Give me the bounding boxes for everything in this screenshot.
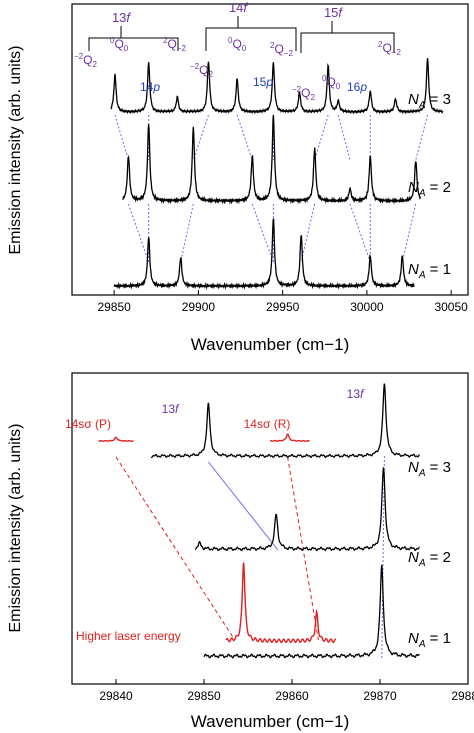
bracket-14f <box>205 16 297 51</box>
guide-line-8 <box>415 114 429 161</box>
bottom-label-na1: NA = 1 <box>408 630 451 650</box>
top-label-na2: NA = 2 <box>408 179 451 199</box>
guide-line-17 <box>401 203 417 263</box>
assignment-labels: −2Q2 0Q0 2Q−2 −2Q2 0Q0 2Q−2 −2Q2 0Q0 2Q−… <box>74 36 401 102</box>
trace-n-a-2 <box>194 466 420 552</box>
label-15p: 15p <box>253 75 273 89</box>
label-16p: 16p <box>347 80 367 94</box>
bottom-y-axis-label: Emission intensity (arb. units) <box>7 424 24 633</box>
guide-line-2 <box>192 114 209 161</box>
guide-line-0 <box>115 456 236 641</box>
label-higher-laser-energy: Higher laser energy <box>76 629 181 643</box>
guide-line-12 <box>251 203 274 263</box>
bottom-x-axis-label: Wavenumber (cm−1) <box>191 712 350 731</box>
label-0q0-13: 0Q0 <box>110 36 129 53</box>
bottom-label-13f-b: 13f <box>347 387 365 401</box>
label-m2q2-13: −2Q2 <box>74 52 97 69</box>
top-brackets <box>88 16 395 53</box>
red-trace-2 <box>225 562 337 644</box>
label-2qm2-13: 2Q−2 <box>163 36 186 53</box>
bracket-15f-label: 15f <box>324 5 343 20</box>
bottom-plot-frame <box>71 372 469 685</box>
guide-line-9 <box>127 203 150 263</box>
label-0q0-15: 0Q0 <box>322 74 341 91</box>
x-tick-label-29870: 29870 <box>363 689 397 703</box>
top-label-na1: NA = 1 <box>408 261 451 281</box>
x-tick-label-29850: 29850 <box>187 689 221 703</box>
guide-line-14 <box>300 203 316 263</box>
guide-line-6 <box>337 114 351 161</box>
bottom-label-13f-a: 13f <box>162 402 180 416</box>
x-tick-label-30050: 30050 <box>434 300 468 314</box>
x-tick-label-29840: 29840 <box>99 689 133 703</box>
top-x-axis-label: Wavenumber (cm−1) <box>191 335 350 354</box>
bracket-13f <box>88 26 179 51</box>
top-y-axis-label: Emission intensity (arb. units) <box>7 46 24 255</box>
guide-line-5 <box>314 114 329 161</box>
label-0q0-14: 0Q0 <box>228 36 247 53</box>
x-tick-label-29900: 29900 <box>182 300 216 314</box>
top-traces <box>110 58 444 290</box>
top-guide-lines <box>114 114 429 263</box>
label-14s-sigma-r: 14sσ (R) <box>244 417 291 431</box>
x-tick-label-29860: 29860 <box>275 689 309 703</box>
red-trace-1 <box>269 433 310 442</box>
guide-line-3 <box>236 114 253 161</box>
guide-line-2 <box>208 461 279 551</box>
x-tick-label-29850: 29850 <box>97 300 131 314</box>
bracket-14f-label: 14f <box>229 0 248 15</box>
guide-line-0 <box>114 114 129 161</box>
bottom-chart: 29840 29850 29860 29870 29880 13f 13f 14sσ (… <box>7 372 474 731</box>
trace-n-a-1 <box>113 218 415 290</box>
top-plot-frame <box>71 3 469 296</box>
trace-n-a-3 <box>150 383 421 459</box>
label-14s-sigma-p: 14sσ (P) <box>65 417 111 431</box>
label-m2q2-15: −2Q2 <box>292 85 315 102</box>
top-chart: 29850 29900 29950 30000 30050 13f 14f 15f −2… <box>7 0 469 354</box>
guide-line-11 <box>180 203 194 263</box>
bottom-traces <box>98 383 421 659</box>
trace-n-a-2 <box>122 114 422 205</box>
x-tick-label-30000: 30000 <box>350 300 384 314</box>
top-label-na3: NA = 3 <box>408 91 451 111</box>
top-x-ticks: 29850 29900 29950 30000 30050 <box>97 290 468 314</box>
x-tick-label-29950: 29950 <box>266 300 300 314</box>
red-trace-0 <box>98 436 134 442</box>
bracket-15f <box>300 21 395 53</box>
label-m2q2-14: −2Q2 <box>190 62 213 79</box>
label-2qm2-15: 2Q−2 <box>378 40 401 57</box>
bottom-label-na2: NA = 2 <box>408 549 451 569</box>
bracket-13f-label: 13f <box>112 10 131 25</box>
trace-n-a-1 <box>203 564 420 659</box>
x-tick-label-29880: 29880 <box>451 689 474 703</box>
bottom-label-na3: NA = 3 <box>408 459 451 479</box>
guide-line-15 <box>349 203 371 263</box>
label-2qm2-14: 2Q−2 <box>270 41 293 58</box>
bottom-x-ticks: 29840 29850 29860 29870 29880 <box>99 679 474 703</box>
trace-n-a-3 <box>110 58 444 115</box>
label-14p: 14p <box>140 80 160 94</box>
